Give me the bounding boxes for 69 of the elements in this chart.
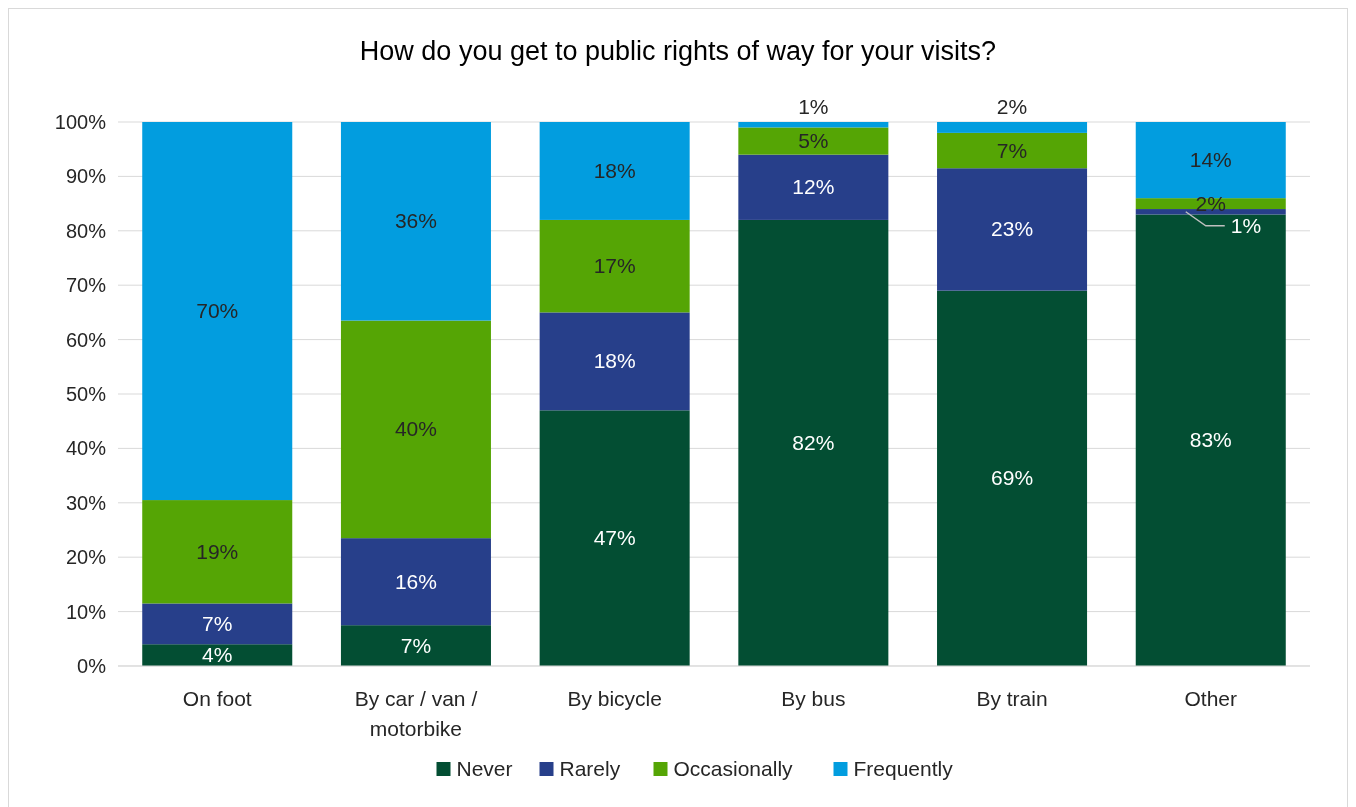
bar <box>340 122 491 321</box>
y-tick-label: 10% <box>65 600 107 623</box>
data-label: 1% <box>798 95 829 118</box>
data-label: 83% <box>1189 428 1232 452</box>
bar <box>539 122 690 220</box>
data-label: 40% <box>394 417 437 441</box>
bar <box>937 122 1088 133</box>
data-label: 16% <box>394 569 437 593</box>
data-label: 12% <box>792 175 835 199</box>
data-label: 7% <box>202 611 233 635</box>
data-label: 47% <box>593 526 636 550</box>
data-label: 23% <box>991 217 1034 241</box>
bar <box>142 603 293 645</box>
bar <box>539 219 690 313</box>
y-tick-label: 80% <box>65 219 107 242</box>
y-tick-label: 90% <box>65 165 107 188</box>
data-label: 36% <box>394 209 437 233</box>
bar <box>1135 122 1286 199</box>
x-tick-label: Other <box>1184 687 1238 710</box>
x-tick-label: By bus <box>781 687 846 710</box>
data-label: 7% <box>400 633 432 657</box>
legend-label: Occasionally <box>673 757 794 780</box>
data-label: 17% <box>593 254 636 278</box>
chart-title: How do you get to public rights of way for your visits? <box>359 36 997 66</box>
bar <box>142 644 293 666</box>
data-label: 1% <box>1230 213 1262 237</box>
y-tick-label: 100% <box>54 111 107 133</box>
y-tick-label: 0% <box>77 655 107 677</box>
legend-label: Frequently <box>853 757 954 780</box>
y-tick-label: 30% <box>65 491 107 514</box>
bar <box>738 219 889 666</box>
data-label: 14% <box>1189 148 1232 172</box>
bar <box>340 538 491 626</box>
x-tick-label: By bicycle <box>567 687 662 710</box>
bar <box>1135 198 1286 210</box>
data-label: 19% <box>196 539 239 563</box>
legend-label: Never <box>456 757 513 780</box>
bar <box>142 500 293 604</box>
data-label: 18% <box>593 158 636 182</box>
y-tick-label: 60% <box>65 328 107 351</box>
data-label: 2% <box>996 95 1028 118</box>
bar <box>937 290 1088 666</box>
bar <box>738 127 889 155</box>
y-tick-label: 50% <box>65 383 107 405</box>
x-tick-label: By car / van / motorbike <box>354 687 478 740</box>
x-tick-label: On foot <box>182 687 252 710</box>
bar <box>539 312 690 411</box>
bar <box>937 132 1088 169</box>
bar <box>340 625 491 666</box>
legend-label: Rarely <box>559 757 621 780</box>
data-label: 5% <box>798 129 829 153</box>
x-tick-label: By train <box>976 687 1048 710</box>
bar <box>340 320 491 539</box>
data-label: 18% <box>593 349 636 373</box>
y-tick-label: 20% <box>65 546 107 569</box>
data-label: 4% <box>202 643 233 667</box>
data-label: 7% <box>996 138 1028 162</box>
bar <box>142 122 293 501</box>
data-label: 2% <box>1195 191 1226 215</box>
bar <box>937 168 1088 291</box>
data-label: 82% <box>792 430 835 454</box>
data-label: 69% <box>991 466 1034 490</box>
y-tick-label: 70% <box>65 274 107 297</box>
bar <box>738 122 889 128</box>
bar <box>738 154 889 220</box>
bar <box>1135 214 1286 666</box>
data-label: 70% <box>196 299 239 323</box>
y-tick-label: 40% <box>65 437 107 460</box>
bar <box>539 410 690 666</box>
